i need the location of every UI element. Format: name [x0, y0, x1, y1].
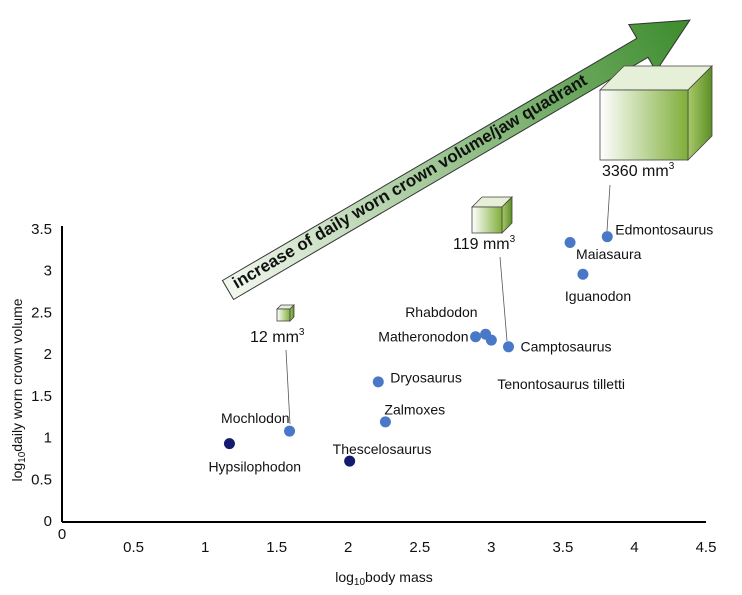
cube-label-text: 3360 mm	[602, 163, 669, 180]
cube-front	[276, 308, 291, 322]
arrow-text: increase of daily worn crown volume/jaw …	[229, 70, 590, 292]
cube-label: 3360 mm3	[602, 161, 675, 181]
point-label: Matheronodon	[378, 328, 468, 344]
leader-line	[499, 256, 508, 342]
cube-label-sup: 3	[510, 234, 516, 245]
leader-line	[606, 184, 611, 232]
point	[223, 438, 235, 450]
cube-front	[599, 89, 689, 161]
y-tick-label: 3	[44, 263, 52, 280]
point-label: Thescelosaurus	[333, 441, 432, 457]
y-tick-label: 2	[44, 346, 52, 363]
point	[577, 268, 589, 280]
point	[564, 237, 576, 249]
point-label: Tenontosaurus tilletti	[497, 376, 625, 392]
point-label: Dryosaurus	[390, 370, 462, 386]
x-tick-label: 3	[487, 539, 495, 556]
point	[470, 331, 482, 343]
cube-front	[471, 206, 503, 234]
y-tick-label: 2.5	[31, 304, 52, 321]
cube-label-sup: 3	[669, 161, 675, 172]
y-axis-label-sub: 10	[17, 451, 28, 463]
cube-label-text: 12 mm	[250, 329, 299, 346]
point-label: Mochlodon	[221, 410, 290, 426]
leader-line	[285, 349, 291, 425]
y-tick-label: 0	[44, 513, 52, 530]
point	[284, 425, 296, 437]
point-label: Zalmoxes	[384, 402, 445, 418]
x-tick-label: 0	[58, 526, 66, 543]
cube-label: 119 mm3	[453, 234, 516, 254]
x-tick-label: 3.5	[552, 539, 573, 556]
x-tick-label: 1.5	[266, 539, 287, 556]
point-label: Hypsilophodon	[208, 458, 301, 474]
y-tick-label: 1.5	[31, 388, 52, 405]
x-tick-label: 2.5	[409, 539, 430, 556]
y-axis-label-prefix: log	[9, 463, 25, 482]
y-tick-label: 0.5	[31, 471, 52, 488]
x-tick-label: 1	[201, 539, 209, 556]
point	[485, 334, 497, 346]
y-tick-label: 1	[44, 430, 52, 447]
point	[372, 376, 384, 388]
cube-label-text: 119 mm	[453, 236, 510, 253]
x-axis-label-text: body mass	[365, 569, 433, 585]
point	[503, 341, 515, 353]
point	[601, 231, 613, 243]
y-tick-label: 3.5	[31, 221, 52, 238]
x-axis-label: log10body mass	[335, 569, 433, 588]
point-label: Edmontosaurus	[615, 221, 713, 237]
point-label: Iguanodon	[565, 288, 631, 304]
x-tick-label: 0.5	[123, 539, 144, 556]
point-label: Rhabdodon	[405, 304, 477, 320]
point-label: Maiasaura	[576, 246, 642, 262]
y-axis-label-text: daily worn crown volume	[9, 298, 25, 451]
x-axis-label-prefix: log	[335, 569, 354, 585]
point-label: Camptosaurus	[521, 339, 612, 355]
point	[344, 455, 356, 467]
x-tick-label: 4	[630, 539, 638, 556]
cube-label: 12 mm3	[250, 327, 305, 347]
x-tick-label: 2	[344, 539, 352, 556]
y-axis-label: log10daily worn crown volume	[9, 298, 28, 481]
cube-label-sup: 3	[299, 327, 305, 338]
x-axis-label-sub: 10	[354, 577, 366, 588]
x-tick-label: 4.5	[696, 539, 717, 556]
point	[379, 416, 391, 428]
